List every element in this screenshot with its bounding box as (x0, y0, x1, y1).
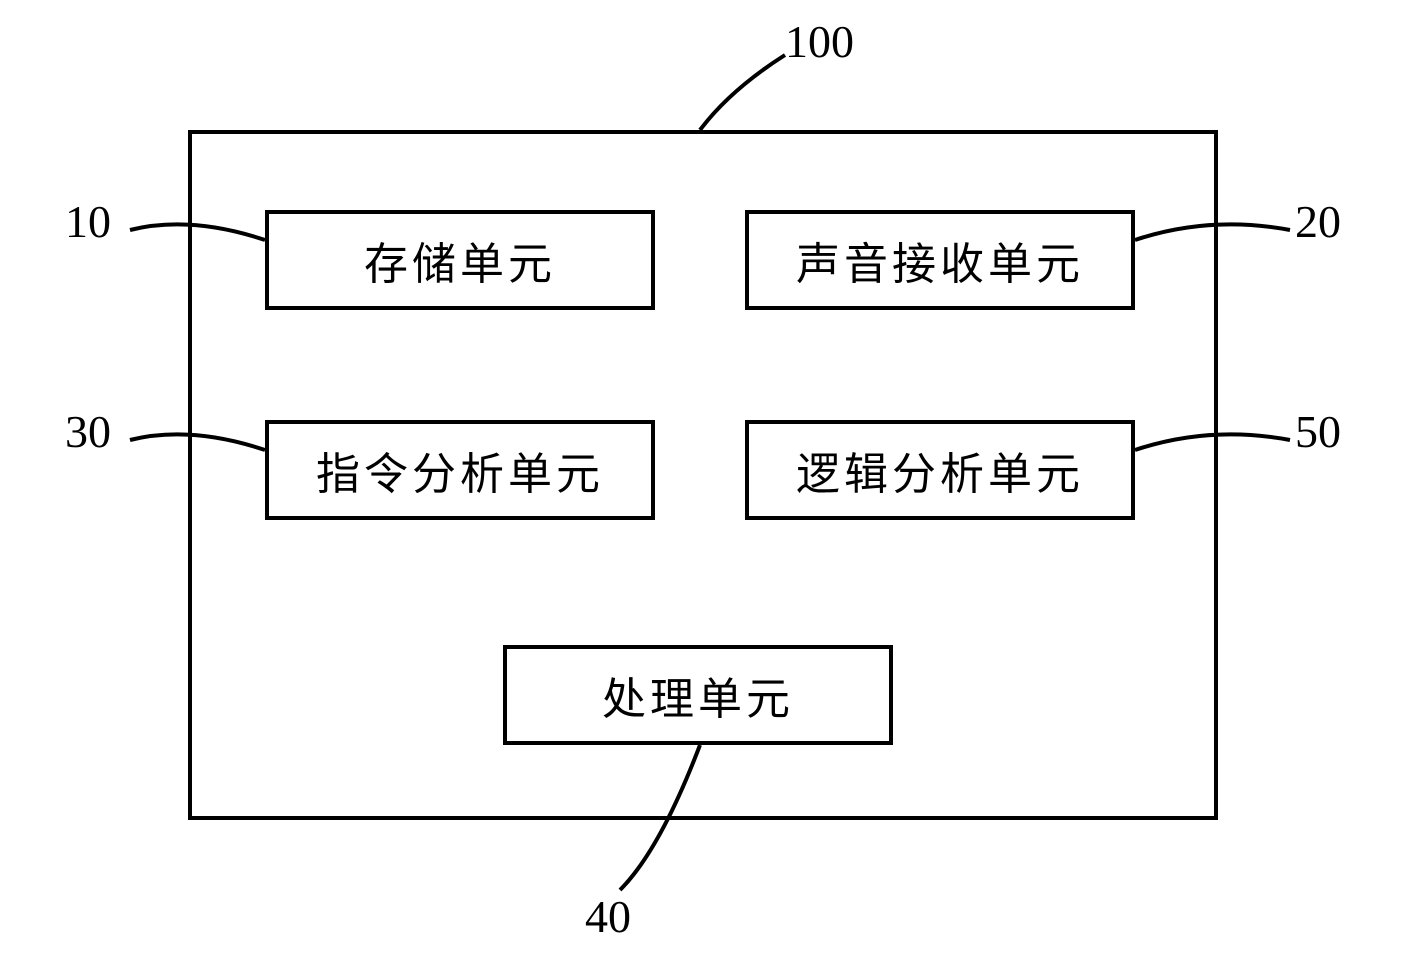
ref-label-20: 20 (1295, 195, 1341, 248)
instruction-analysis-unit-label: 指令分析单元 (316, 438, 604, 502)
leader-line-100 (700, 55, 785, 130)
processing-unit-box: 处理单元 (503, 645, 893, 745)
ref-label-50: 50 (1295, 405, 1341, 458)
logic-analysis-unit-label: 逻辑分析单元 (796, 438, 1084, 502)
ref-label-100: 100 (785, 15, 854, 68)
logic-analysis-unit-box: 逻辑分析单元 (745, 420, 1135, 520)
storage-unit-box: 存储单元 (265, 210, 655, 310)
ref-label-30: 30 (65, 405, 111, 458)
sound-receiving-unit-label: 声音接收单元 (796, 228, 1084, 292)
ref-label-40: 40 (585, 890, 631, 943)
processing-unit-label: 处理单元 (602, 663, 794, 727)
sound-receiving-unit-box: 声音接收单元 (745, 210, 1135, 310)
instruction-analysis-unit-box: 指令分析单元 (265, 420, 655, 520)
ref-label-10: 10 (65, 195, 111, 248)
storage-unit-label: 存储单元 (364, 228, 556, 292)
